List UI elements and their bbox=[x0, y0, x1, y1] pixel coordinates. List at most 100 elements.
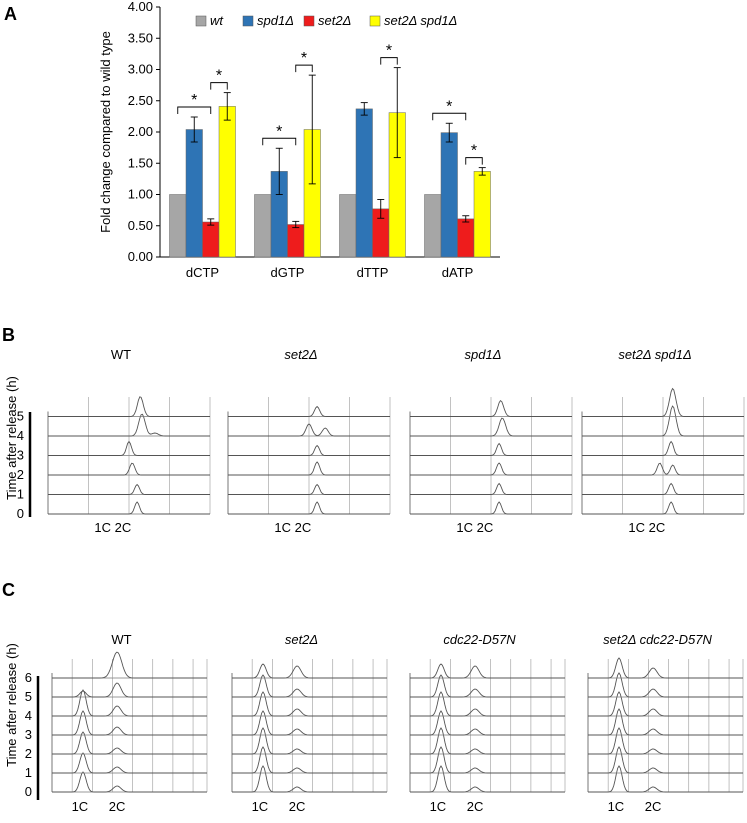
y-tick-label: 1.00 bbox=[128, 187, 153, 202]
error-bar bbox=[292, 220, 300, 229]
error-bar bbox=[190, 116, 198, 143]
histogram-trace bbox=[52, 678, 208, 698]
y-axis-ticks: 0.00 0.50 1.00 1.50 2.00 2.50 3.00 3.50 4.00 bbox=[128, 0, 500, 264]
histogram-trace bbox=[588, 691, 744, 717]
significance-bracket: * bbox=[210, 68, 228, 90]
x-axis-label: 1C bbox=[608, 799, 625, 814]
bar bbox=[169, 194, 187, 258]
histogram-trace bbox=[228, 436, 391, 456]
histogram-trace bbox=[52, 710, 208, 736]
bar bbox=[355, 108, 373, 258]
histogram-trace bbox=[48, 494, 211, 515]
significance-brackets: * * * * * * * bbox=[177, 43, 483, 165]
legend-label-wt: wt bbox=[210, 13, 224, 28]
histogram-trace bbox=[48, 436, 211, 456]
panel-b-ylabel: Time after release (h) bbox=[4, 376, 19, 500]
bar bbox=[473, 171, 491, 258]
histogram-trace bbox=[582, 436, 745, 456]
histogram-trace bbox=[410, 727, 566, 755]
x-axis-label: 1C 2C bbox=[456, 520, 493, 535]
histogram-trace bbox=[52, 689, 208, 717]
histogram-trace bbox=[410, 710, 566, 736]
histogram-panel: set2Δ 1C 2C bbox=[227, 347, 391, 535]
category-label: dTTP bbox=[357, 265, 389, 280]
y-tick-label: 2.50 bbox=[128, 93, 153, 108]
significance-bracket: * bbox=[380, 43, 398, 65]
panel-title: cdc22-D57N bbox=[443, 632, 516, 647]
y-tick-label: 4.00 bbox=[128, 0, 153, 14]
histogram-trace bbox=[48, 455, 211, 476]
x-axis-label: 1C 2C bbox=[94, 520, 131, 535]
histogram-trace bbox=[232, 691, 388, 717]
panel-a-label: A bbox=[4, 4, 17, 24]
histogram-trace bbox=[228, 397, 391, 417]
histogram-trace bbox=[588, 746, 744, 774]
histogram-panel: set2Δ 1C 2C bbox=[231, 632, 388, 814]
histogram-trace bbox=[410, 455, 573, 476]
y-tick-label: 0.00 bbox=[128, 249, 153, 264]
time-tick-label: 2 bbox=[17, 467, 24, 482]
error-bar bbox=[377, 199, 385, 219]
histogram-trace bbox=[582, 387, 745, 417]
bar bbox=[457, 218, 475, 258]
histogram-trace bbox=[410, 494, 573, 515]
error-bar bbox=[393, 67, 401, 159]
x-axis-label: 1C bbox=[430, 799, 447, 814]
x-axis-label: 1C 2C bbox=[628, 520, 665, 535]
legend-label-spd1: spd1Δ bbox=[257, 13, 294, 28]
panel-title: set2Δ cdc22-D57N bbox=[603, 632, 712, 647]
histogram-trace bbox=[228, 475, 391, 495]
error-bar bbox=[445, 122, 453, 143]
bar bbox=[424, 194, 442, 258]
histogram-trace bbox=[48, 475, 211, 495]
panel-a-chart: 0.000.501.001.502.002.503.003.504.00 ***… bbox=[98, 0, 500, 280]
bar bbox=[440, 132, 458, 258]
histogram-trace bbox=[52, 752, 208, 774]
time-tick-label: 2 bbox=[25, 746, 32, 761]
time-tick-label: 3 bbox=[17, 448, 24, 463]
histogram-trace bbox=[588, 708, 744, 736]
significance-bracket: * bbox=[465, 143, 483, 165]
panel-b-histograms: WT 1C 2C set2Δ 1C 2C spd1Δ 1C 2C set2Δ spd1Δ 1C… bbox=[47, 347, 745, 535]
significance-bracket: * bbox=[262, 123, 297, 146]
histogram-trace bbox=[410, 674, 566, 698]
histogram-trace bbox=[232, 674, 388, 698]
panel-title: WT bbox=[111, 632, 131, 647]
panel-c-time-ticks: 0 1 2 3 4 5 6 bbox=[25, 670, 32, 799]
panel-title: spd1Δ bbox=[465, 347, 502, 362]
panel-c-ylabel: Time after release (h) bbox=[4, 643, 19, 767]
histogram-trace bbox=[52, 771, 208, 793]
time-tick-label: 0 bbox=[25, 784, 32, 799]
x-axis-label: 1C bbox=[72, 799, 89, 814]
histogram-trace bbox=[228, 455, 391, 476]
histogram-trace bbox=[410, 659, 566, 679]
y-tick-label: 1.50 bbox=[128, 155, 153, 170]
histogram-trace bbox=[52, 651, 208, 679]
significance-star: * bbox=[471, 143, 477, 160]
time-tick-label: 6 bbox=[25, 670, 32, 685]
category-labels: dCTP dGTP dTTP dATP bbox=[186, 265, 473, 280]
histogram-panel: cdc22-D57N 1C 2C bbox=[409, 632, 566, 814]
histogram-panel: set2Δ cdc22-D57N 1C 2C bbox=[587, 632, 744, 814]
legend: wt spd1Δ set2Δ set2Δ spd1Δ bbox=[195, 13, 457, 28]
histogram-trace bbox=[52, 731, 208, 755]
histogram-trace bbox=[410, 765, 566, 793]
time-tick-label: 4 bbox=[25, 708, 32, 723]
time-tick-label: 5 bbox=[17, 409, 24, 424]
histogram-trace bbox=[232, 746, 388, 774]
histogram-trace bbox=[232, 710, 388, 736]
time-tick-label: 0 bbox=[17, 506, 24, 521]
significance-star: * bbox=[446, 98, 452, 115]
histogram-trace bbox=[48, 396, 211, 417]
time-tick-label: 1 bbox=[25, 765, 32, 780]
panel-title: set2Δ bbox=[285, 632, 318, 647]
histogram-trace bbox=[232, 765, 388, 793]
error-bar bbox=[223, 92, 231, 121]
panel-title: set2Δ bbox=[284, 347, 317, 362]
x-axis-label: 2C bbox=[645, 799, 662, 814]
significance-bracket: * bbox=[432, 98, 467, 121]
histogram-trace bbox=[410, 397, 573, 417]
histogram-trace bbox=[410, 475, 573, 495]
histogram-trace bbox=[48, 413, 211, 437]
